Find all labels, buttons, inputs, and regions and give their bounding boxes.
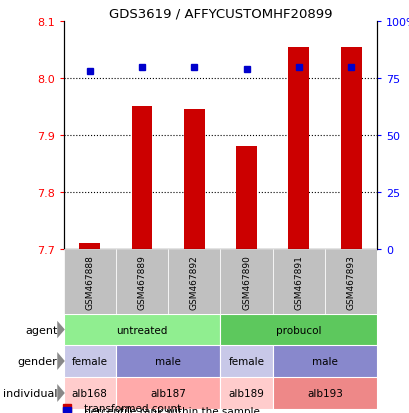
Title: GDS3619 / AFFYCUSTOMHF20899: GDS3619 / AFFYCUSTOMHF20899	[108, 8, 331, 21]
Text: percentile rank within the sample: percentile rank within the sample	[84, 406, 259, 413]
Bar	[168, 249, 220, 314]
Bar	[63, 345, 116, 377]
Text: alb187: alb187	[150, 388, 186, 398]
Text: male: male	[311, 356, 337, 366]
Bar	[236, 147, 256, 249]
Bar	[220, 345, 272, 377]
Text: individual: individual	[3, 388, 57, 398]
Text: female: female	[72, 356, 108, 366]
Bar	[220, 314, 376, 345]
Bar	[116, 249, 168, 314]
Bar	[183, 110, 204, 249]
Bar	[116, 377, 220, 409]
Bar	[288, 47, 308, 249]
Text: GSM467892: GSM467892	[189, 254, 198, 309]
Text: agent: agent	[25, 325, 57, 335]
Bar	[340, 47, 361, 249]
Text: male: male	[155, 356, 181, 366]
Bar	[220, 249, 272, 314]
Bar	[79, 244, 100, 249]
Bar	[63, 249, 116, 314]
Text: GSM467890: GSM467890	[241, 254, 250, 309]
Text: GSM467889: GSM467889	[137, 254, 146, 309]
Text: alb193: alb193	[306, 388, 342, 398]
Text: female: female	[228, 356, 264, 366]
Text: alb189: alb189	[228, 388, 264, 398]
Bar	[220, 377, 272, 409]
Bar	[116, 345, 220, 377]
Text: GSM467888: GSM467888	[85, 254, 94, 309]
Bar	[131, 107, 152, 249]
Bar	[272, 249, 324, 314]
Bar	[272, 377, 376, 409]
Text: gender: gender	[18, 356, 57, 366]
Bar	[63, 314, 220, 345]
Bar	[63, 377, 116, 409]
Polygon shape	[57, 384, 65, 402]
Polygon shape	[57, 352, 65, 370]
Bar	[272, 345, 376, 377]
Bar	[324, 249, 376, 314]
Polygon shape	[57, 321, 65, 338]
Text: untreated: untreated	[116, 325, 167, 335]
Text: GSM467893: GSM467893	[346, 254, 355, 309]
Text: GSM467891: GSM467891	[294, 254, 303, 309]
Text: transformed count: transformed count	[84, 403, 181, 413]
Text: alb168: alb168	[72, 388, 107, 398]
Text: probucol: probucol	[275, 325, 321, 335]
